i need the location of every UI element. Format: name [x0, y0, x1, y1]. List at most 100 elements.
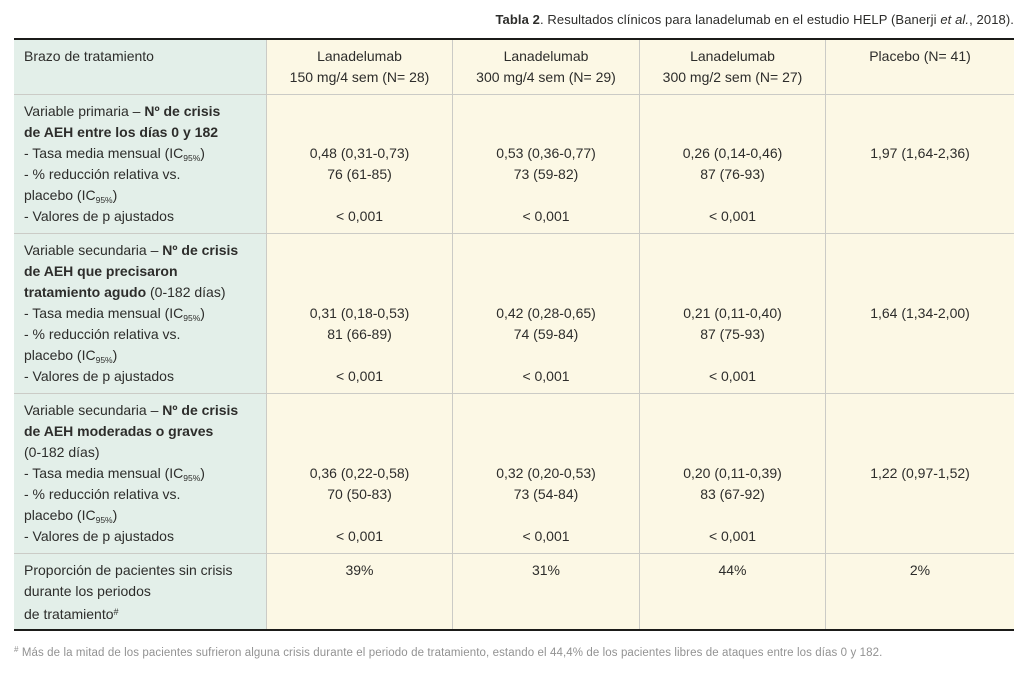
row-label-line: Variable secundaria – Nº de crisis — [24, 240, 256, 261]
header-arm1-drug: Lanadelumab — [317, 48, 402, 64]
reduction-value: 73 (54-84) — [513, 486, 579, 502]
reduction-value: 87 (76-93) — [700, 166, 765, 182]
spacer-line — [463, 442, 629, 463]
spacer-line — [463, 122, 629, 143]
header-arm1: Lanadelumab 150 mg/4 sem (N= 28) — [267, 40, 453, 94]
pct-value: 31% — [531, 562, 561, 578]
label-text: Variable primaria – — [24, 103, 145, 119]
label-text: de tratamiento — [24, 606, 114, 622]
ic95-subscript: 95% — [95, 195, 113, 205]
label-text: - Valores de p ajustados — [24, 368, 174, 384]
row-label-line: placebo (IC95%) — [24, 505, 256, 526]
row-label-line: de AEH entre los días 0 y 182 — [24, 122, 256, 143]
footnote: # Más de la mitad de los pacientes sufri… — [14, 645, 1024, 659]
rate-value: 0,31 (0,18-0,53) — [309, 305, 410, 321]
reduction-value: 81 (66-89) — [327, 326, 392, 342]
rate-value: 0,53 (0,36-0,77) — [496, 145, 596, 161]
header-arm2-drug: Lanadelumab — [503, 48, 589, 64]
row-primary-arm2-cell: 0,53 (0,36-0,77) 73 (59-82) < 0,001 — [453, 94, 640, 233]
row-secondary-acute: Variable secundaria – Nº de crisis de AE… — [14, 233, 1014, 393]
ic95-subscript: 95% — [95, 355, 113, 365]
label-bold-text: Nº de crisis — [162, 402, 239, 418]
row-label-line: - % reducción relativa vs. — [24, 164, 256, 185]
row-secondary-acute-placebo-cell: 1,64 (1,34-2,00) — [826, 233, 1014, 393]
spacer-line — [277, 282, 442, 303]
p-value: < 0,001 — [522, 208, 570, 224]
row-primary-arm3-cell: 0,26 (0,14-0,46) 87 (76-93) < 0,001 — [640, 94, 826, 233]
row-label-line: - Tasa media mensual (IC95%) — [24, 303, 256, 324]
label-text: (0-182 días) — [146, 284, 226, 300]
header-arm2: Lanadelumab 300 mg/4 sem (N= 29) — [453, 40, 640, 94]
label-text: ) — [112, 187, 118, 203]
spacer-line — [836, 421, 1004, 442]
spacer-line — [650, 442, 815, 463]
rate-value: 0,36 (0,22-0,58) — [309, 465, 410, 481]
spacer-line — [836, 261, 1004, 282]
ic95-subscript: 95% — [95, 515, 113, 525]
pct-value: 44% — [718, 562, 747, 578]
spacer-line — [277, 101, 442, 122]
spacer-line — [277, 185, 442, 206]
footnote-marker: # — [14, 645, 19, 654]
p-value: < 0,001 — [708, 528, 757, 544]
row-label-line: placebo (IC95%) — [24, 345, 256, 366]
spacer-line — [463, 261, 629, 282]
row-label-line: - Valores de p ajustados — [24, 526, 256, 547]
spacer-line — [277, 442, 442, 463]
spacer-line — [277, 122, 442, 143]
spacer-line — [650, 261, 815, 282]
p-value: < 0,001 — [708, 208, 757, 224]
spacer-line — [836, 282, 1004, 303]
rate-value: 0,48 (0,31-0,73) — [309, 145, 410, 161]
rate-value: 1,64 (1,34-2,00) — [870, 305, 970, 321]
reduction-value: 74 (59-84) — [513, 326, 579, 342]
spacer-line — [836, 400, 1004, 421]
label-text: Variable secundaria – — [24, 242, 163, 258]
reduction-value: 87 (75-93) — [700, 326, 765, 342]
row-secondary-moderate-label-cell: Variable secundaria – Nº de crisis de AE… — [14, 393, 267, 553]
p-value: < 0,001 — [335, 528, 384, 544]
row-secondary-moderate-arm2-cell: 0,32 (0,20-0,53) 73 (54-84) < 0,001 — [453, 393, 640, 553]
rate-value: 0,42 (0,28-0,65) — [496, 305, 596, 321]
row-secondary-moderate-severe: Variable secundaria – Nº de crisis de AE… — [14, 393, 1014, 553]
label-text: - Tasa media mensual (IC — [24, 465, 184, 481]
rate-value: 0,32 (0,20-0,53) — [496, 465, 596, 481]
spacer-line — [463, 400, 629, 421]
row-primary-arm1-cell: 0,48 (0,31-0,73) 76 (61-85) < 0,001 — [267, 94, 453, 233]
spacer-line — [277, 240, 442, 261]
row-label-line: durante los periodos — [24, 583, 151, 599]
label-text: - % reducción relativa vs. — [24, 166, 181, 182]
header-arm3-drug: Lanadelumab — [690, 48, 775, 64]
row-secondary-moderate-arm3-cell: 0,20 (0,11-0,39) 83 (67-92) < 0,001 — [640, 393, 826, 553]
row-secondary-moderate-placebo-cell: 1,22 (0,97-1,52) — [826, 393, 1014, 553]
label-text: ) — [112, 507, 118, 523]
spacer-line — [836, 442, 1004, 463]
header-placebo: Placebo (N= 41) — [826, 40, 1014, 94]
spacer-line — [463, 101, 629, 122]
row-label-line: de AEH moderadas o graves — [24, 421, 256, 442]
row-attack-free: Proporción de pacientes sin crisis duran… — [14, 553, 1014, 629]
row-label-line: - Valores de p ajustados — [24, 206, 256, 227]
spacer-line — [650, 505, 815, 526]
spacer-line — [277, 400, 442, 421]
row-label-line: - Tasa media mensual (IC95%) — [24, 463, 256, 484]
rate-value: 1,22 (0,97-1,52) — [870, 465, 970, 481]
table-header-row: Brazo de tratamiento Lanadelumab 150 mg/… — [14, 40, 1014, 94]
row-primary-placebo-cell: 1,97 (1,64-2,36) — [826, 94, 1014, 233]
spacer-line — [836, 101, 1004, 122]
p-value: < 0,001 — [522, 368, 570, 384]
ic95-subscript: 95% — [183, 153, 201, 163]
spacer-line — [277, 345, 442, 366]
pct-value: 39% — [345, 562, 374, 578]
label-bold-text: Nº de crisis — [162, 242, 239, 258]
row-primary-label-cell: Variable primaria – Nº de crisis de AEH … — [14, 94, 267, 233]
label-bold-text: Nº de crisis — [144, 103, 221, 119]
rate-value: 0,20 (0,11-0,39) — [683, 465, 782, 481]
rate-value: 1,97 (1,64-2,36) — [870, 145, 970, 161]
row-label-line: - % reducción relativa vs. — [24, 324, 256, 345]
label-text: (0-182 días) — [24, 444, 100, 460]
header-arm3: Lanadelumab 300 mg/2 sem (N= 27) — [640, 40, 826, 94]
spacer-line — [463, 421, 629, 442]
label-text: placebo (IC — [24, 347, 96, 363]
label-text: - % reducción relativa vs. — [24, 326, 181, 342]
